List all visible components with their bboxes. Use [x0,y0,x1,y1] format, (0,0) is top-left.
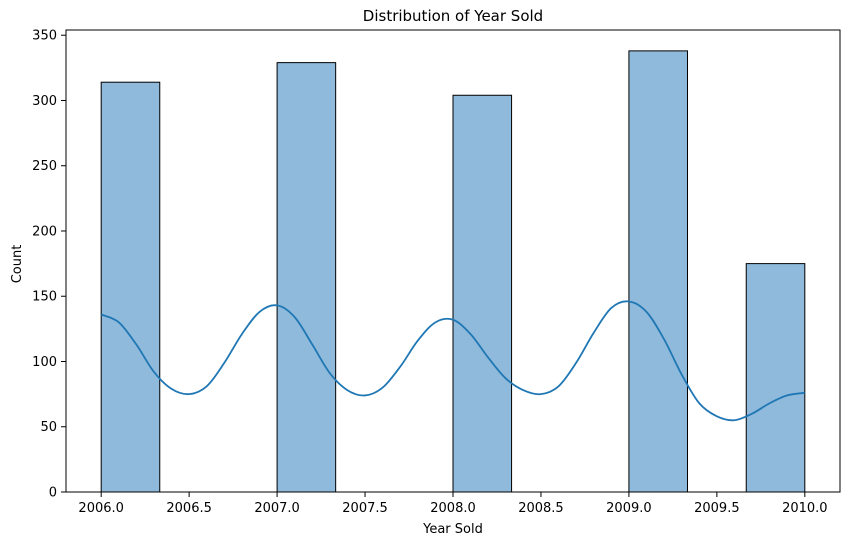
x-tick-label: 2007.0 [254,501,300,516]
histogram-bar-1 [276,62,337,493]
x-tick-label: 2009.0 [606,501,652,516]
kde-curve [100,300,805,422]
y-tick-label: 50 [40,420,57,435]
x-axis-ticks: 2006.0 2006.5 2007.0 2007.5 2008.0 2008.5 2009… [78,492,828,516]
y-axis-label: Count [10,245,25,284]
x-axis-label: Year Sold [422,522,483,537]
y-tick-label: 150 [32,290,57,305]
x-tick-label: 2006.5 [166,501,212,516]
y-tick-label: 100 [32,355,57,370]
y-tick-label: 200 [32,224,57,239]
x-tick-label: 2010.0 [782,501,828,516]
y-tick-label: 350 [32,29,57,44]
bars-group [100,50,806,493]
histogram-bar-0 [100,81,161,493]
histogram-bar-4 [745,263,806,493]
y-axis-ticks: 0 50 100 150 200 250 300 350 [32,29,66,501]
x-tick-label: 2009.5 [694,501,740,516]
x-tick-label: 2008.5 [518,501,564,516]
y-tick-label: 300 [32,94,57,109]
x-tick-label: 2008.0 [430,501,476,516]
chart-title: Distribution of Year Sold [363,7,543,25]
y-tick-label: 250 [32,159,57,174]
histogram-bar-2 [452,94,513,493]
x-tick-label: 2007.5 [342,501,388,516]
y-tick-label: 0 [49,486,57,501]
histogram-bar-3 [628,50,688,493]
x-tick-label: 2006.0 [78,501,124,516]
